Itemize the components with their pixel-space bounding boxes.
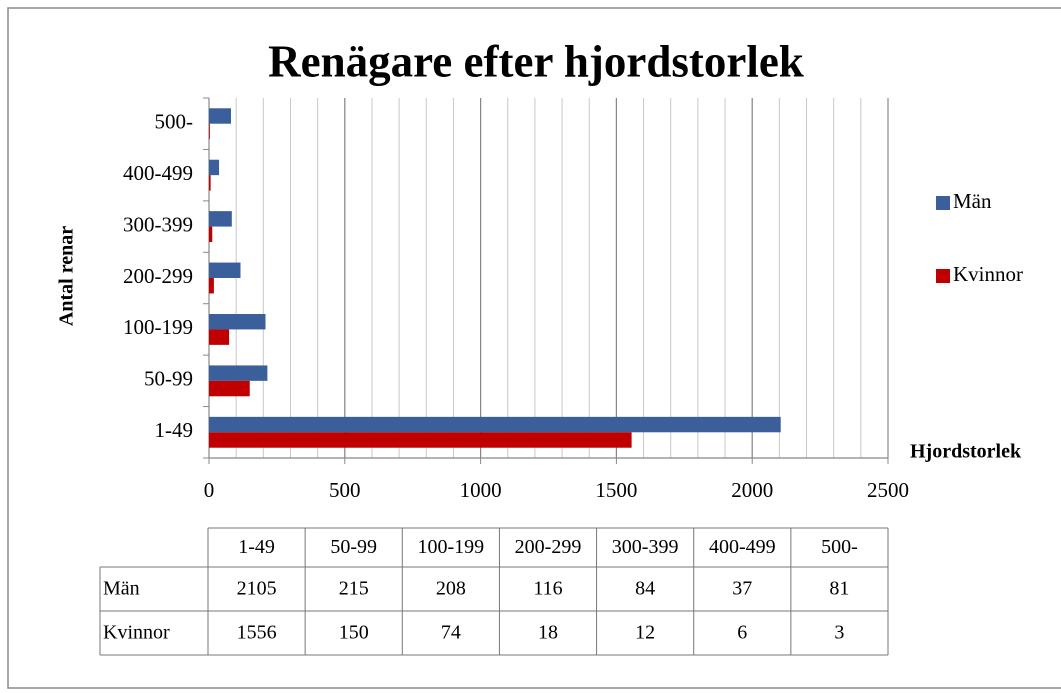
legend-swatch — [936, 269, 950, 283]
table-header: 100-199 — [418, 536, 485, 558]
table-cell: 74 — [441, 622, 461, 644]
x-tick-label: 1000 — [460, 478, 502, 502]
table-cell: 6 — [737, 622, 747, 644]
y-axis-label: Antal renar — [56, 226, 78, 326]
x-tick-label: 2500 — [867, 478, 909, 502]
chart-title: Renägare efter hjordstorlek — [268, 36, 804, 86]
legend-label: Män — [953, 189, 992, 213]
table-cell: 116 — [533, 578, 562, 600]
bar — [209, 314, 266, 330]
table-cell: 84 — [635, 578, 655, 600]
table-cell: 12 — [635, 622, 655, 644]
bar — [209, 226, 213, 242]
table-cell: 150 — [339, 622, 369, 644]
table-row-label: Kvinnor — [103, 622, 170, 644]
x-tick-label: 1500 — [595, 478, 637, 502]
table-row-label: Män — [103, 578, 140, 600]
table-cell: 215 — [339, 578, 369, 600]
y-tick-label: 400-499 — [123, 161, 193, 185]
table-cell: 81 — [829, 578, 849, 600]
table-header: 1-49 — [238, 536, 275, 558]
table-header: 400-499 — [709, 536, 776, 558]
table-cell: 18 — [538, 622, 558, 644]
y-tick-label: 200-299 — [123, 264, 193, 288]
x-axis-label: Hjordstorlek — [910, 441, 1022, 463]
bar — [209, 175, 211, 191]
table-header: 50-99 — [330, 536, 377, 558]
y-tick-label: 300-399 — [123, 212, 193, 236]
bar — [209, 108, 231, 124]
y-tick-label: 500- — [155, 110, 194, 134]
table-header: 500- — [821, 536, 858, 558]
table-cell: 3 — [834, 622, 844, 644]
table-cell: 37 — [732, 578, 752, 600]
bar — [209, 159, 220, 176]
bar — [209, 123, 210, 140]
table-header: 300-399 — [612, 536, 679, 558]
legend-label: Kvinnor — [953, 262, 1023, 286]
y-tick-label: 50-99 — [144, 367, 193, 391]
legend-swatch — [936, 196, 950, 210]
bar — [209, 432, 632, 448]
y-tick-label: 100-199 — [123, 315, 193, 339]
table-cell: 1556 — [237, 622, 277, 644]
bar — [209, 211, 232, 227]
table-cell: 2105 — [237, 578, 277, 600]
bar — [209, 262, 241, 278]
bar — [209, 329, 230, 345]
bar — [209, 365, 268, 381]
bar — [209, 380, 250, 397]
x-tick-label: 2000 — [731, 478, 773, 502]
y-tick-label: 1-49 — [155, 418, 194, 442]
table-cell: 208 — [436, 578, 466, 600]
bar — [209, 278, 214, 294]
bar — [209, 416, 781, 433]
table-header: 200-299 — [515, 536, 582, 558]
x-tick-label: 0 — [204, 478, 215, 502]
x-tick-label: 500 — [329, 478, 361, 502]
